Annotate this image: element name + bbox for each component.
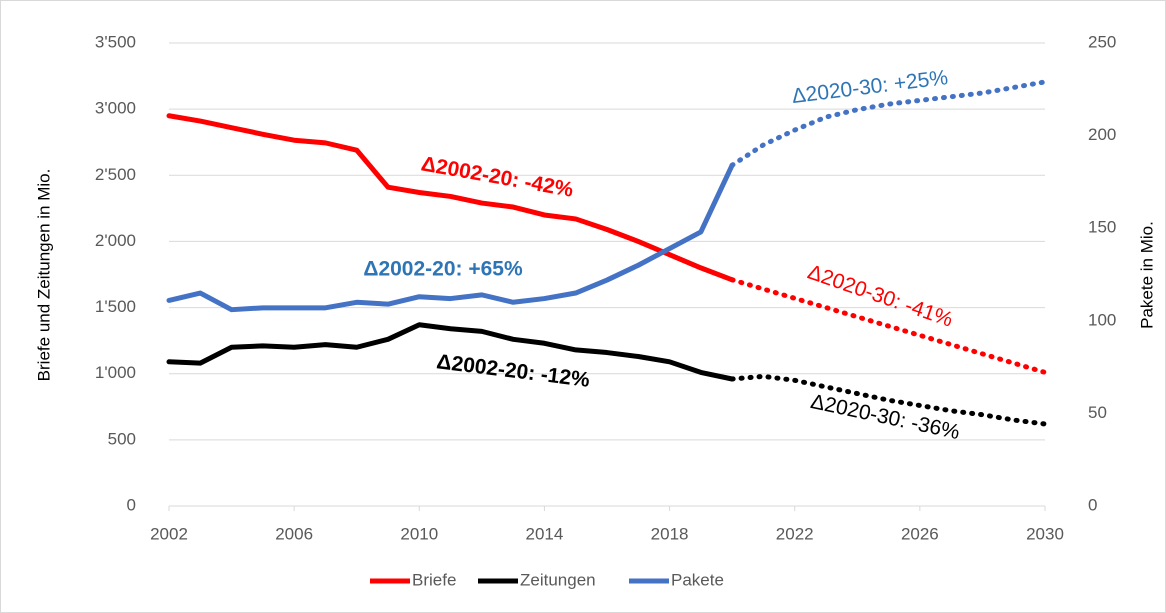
y-axis-title: Briefe und Zeitungen in Mio. (34, 169, 53, 382)
y-tick-label: 1'000 (95, 363, 136, 382)
x-tick-label: 2014 (526, 524, 564, 543)
x-tick-label: 2018 (651, 524, 689, 543)
x-tick-label: 2002 (150, 524, 188, 543)
y-tick-label: 500 (108, 429, 136, 448)
y-tick-label: 2'500 (95, 165, 136, 184)
y-tick-label: 1'500 (95, 297, 136, 316)
annotation: Δ2002-20: +65% (363, 258, 523, 281)
x-tick-label: 2010 (400, 524, 438, 543)
legend-label: Briefe (412, 570, 456, 589)
y-tick-label: 3'500 (95, 32, 136, 51)
forecast-line (729, 373, 1048, 427)
x-tick-label: 2026 (901, 524, 939, 543)
y2-tick-label: 0 (1088, 495, 1097, 514)
y2-tick-label: 200 (1088, 125, 1116, 144)
y2-tick-label: 50 (1088, 403, 1107, 422)
y2-tick-label: 100 (1088, 310, 1116, 329)
y-tick-label: 3'000 (95, 99, 136, 118)
series-line (166, 162, 735, 313)
series-line (166, 113, 735, 283)
forecast-line (729, 79, 1048, 168)
y2-tick-label: 150 (1088, 218, 1116, 237)
y-tick-label: 0 (127, 495, 136, 514)
y2-tick-label: 250 (1088, 32, 1116, 51)
x-tick-label: 2030 (1026, 524, 1064, 543)
legend-label: Zeitungen (520, 570, 596, 589)
legend-label: Pakete (671, 570, 724, 589)
y2-axis-title: Pakete in Mio. (1137, 221, 1156, 329)
x-tick-label: 2022 (776, 524, 814, 543)
x-tick-label: 2006 (275, 524, 313, 543)
y-tick-label: 2'000 (95, 231, 136, 250)
forecast-line (729, 277, 1048, 375)
series-line (166, 322, 735, 382)
